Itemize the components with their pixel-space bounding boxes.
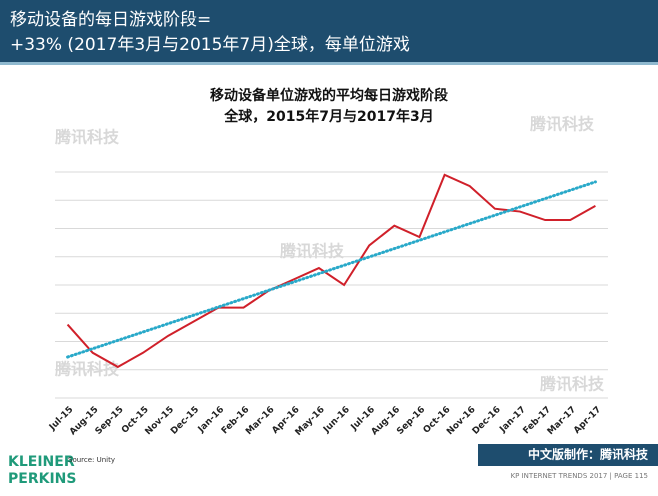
source: Source: Unity: [68, 456, 115, 464]
x-tick-label: Sep-15: [94, 405, 126, 437]
credit-band: [478, 444, 658, 466]
header-title: 移动设备的每日游戏阶段=: [10, 10, 211, 30]
watermark: 腾讯科技: [55, 360, 120, 379]
page-number: KP INTERNET TRENDS 2017 | PAGE 115: [511, 472, 648, 480]
watermarks: 腾讯科技 腾讯科技 腾讯科技 腾讯科技 腾讯科技: [55, 115, 605, 394]
x-tick-label: Dec-16: [471, 405, 503, 437]
chart-title: 移动设备单位游戏的平均每日游戏阶段: [210, 87, 448, 104]
x-tick-label: Sep-16: [395, 405, 427, 437]
watermark: 腾讯科技: [280, 242, 345, 261]
credit: 中文版制作：腾讯科技: [528, 447, 649, 462]
x-tick-label: Apr-17: [572, 405, 603, 436]
brand: KLEINER: [8, 454, 75, 470]
trend-line: [66, 180, 597, 359]
header-rule: [0, 62, 658, 65]
x-tick-label: Dec-15: [169, 405, 201, 437]
x-tick-label: Jun-16: [321, 405, 352, 436]
watermark: 腾讯科技: [540, 375, 605, 394]
brand: PERKINS: [8, 471, 76, 487]
watermark: 腾讯科技: [530, 115, 595, 134]
header-band: [0, 0, 658, 62]
header-title: +33% (2017年3月与2015年7月)全球，每单位游戏: [10, 35, 410, 55]
watermark: 腾讯科技: [55, 128, 120, 147]
chart-subtitle: 全球，2015年7月与2017年3月: [223, 108, 433, 125]
